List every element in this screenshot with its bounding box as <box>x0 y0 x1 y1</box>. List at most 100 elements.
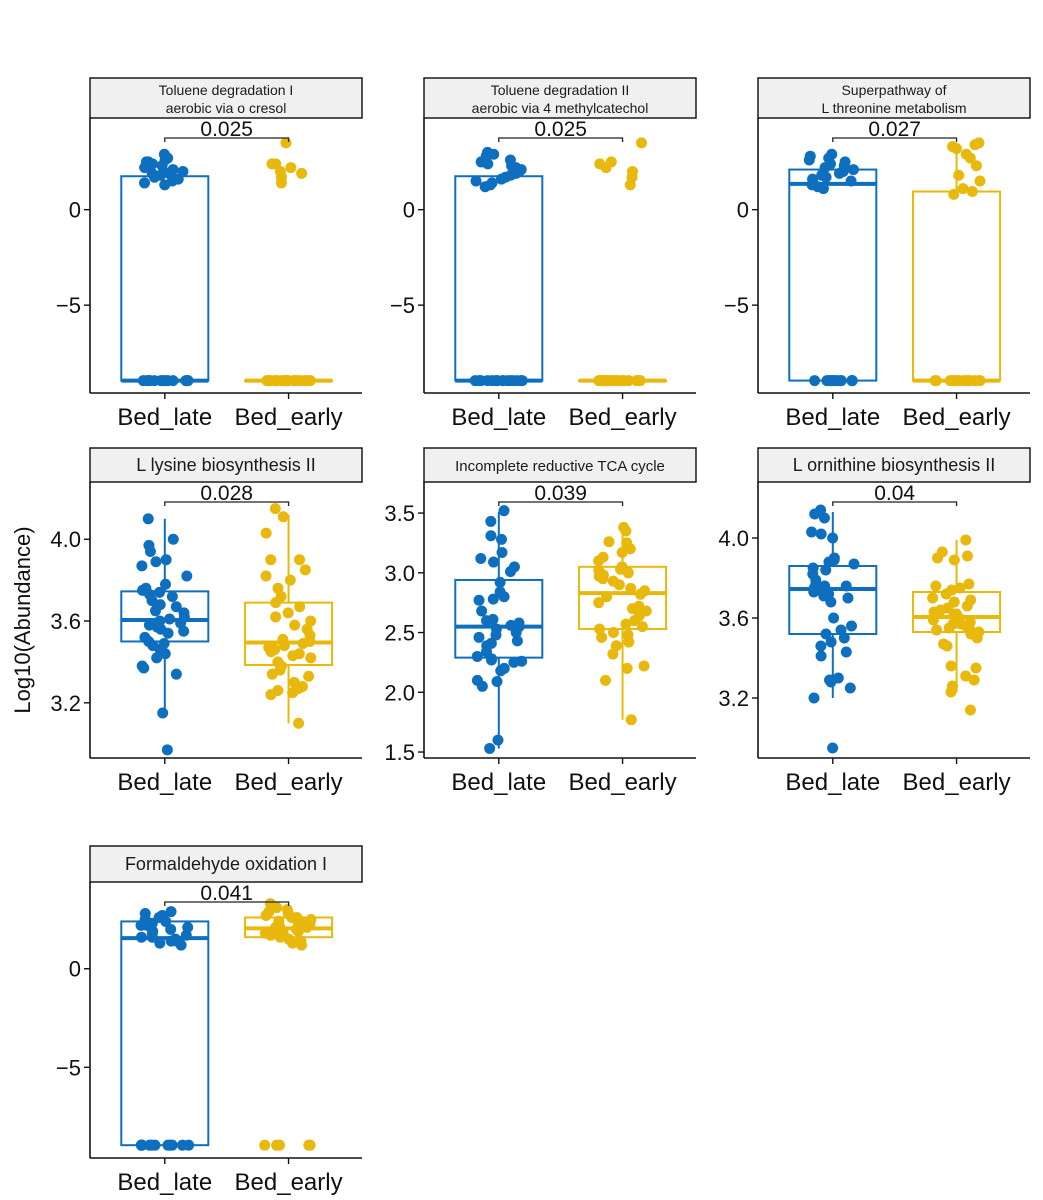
data-point <box>140 582 152 594</box>
data-point <box>842 592 854 604</box>
data-point <box>492 734 504 746</box>
data-point <box>287 937 299 949</box>
box-iqr <box>788 168 878 382</box>
data-point <box>299 564 311 576</box>
data-point <box>479 181 491 193</box>
significance-bracket <box>164 137 290 142</box>
y-tick-label: 0 <box>737 198 749 223</box>
data-point <box>593 555 605 567</box>
x-tick-label: Bed_early <box>903 769 1011 796</box>
significance-bracket <box>498 137 624 142</box>
data-point <box>287 687 299 699</box>
data-point <box>932 552 944 564</box>
data-point <box>167 375 179 387</box>
facet-title: Incomplete reductive TCA cycle <box>455 458 665 475</box>
data-point <box>266 668 278 680</box>
data-point <box>622 375 634 387</box>
data-point <box>814 584 826 596</box>
box-iqr <box>578 565 668 630</box>
facet-title: aerobic via 4 methylcatechol <box>472 100 649 116</box>
data-point <box>971 632 983 644</box>
data-point <box>511 635 523 647</box>
x-tick-label: Bed_early <box>569 769 677 796</box>
data-point <box>154 599 166 611</box>
x-tick-label: Bed_late <box>117 1169 212 1196</box>
box-bed-late <box>788 148 878 387</box>
x-tick-label: Bed_late <box>117 404 212 431</box>
data-point <box>835 375 847 387</box>
data-point <box>475 375 487 387</box>
data-point <box>847 164 859 176</box>
data-point <box>260 570 272 582</box>
data-point <box>620 525 632 537</box>
y-tick-label: 4.0 <box>50 527 81 552</box>
x-tick-label: Bed_early <box>235 404 343 431</box>
y-tick-label: 0 <box>403 198 415 223</box>
data-point <box>490 629 502 641</box>
data-point <box>943 622 955 634</box>
x-tick-label: Bed_late <box>451 769 546 796</box>
data-point <box>476 680 488 692</box>
data-point <box>135 931 147 943</box>
data-point <box>160 554 172 566</box>
data-point <box>825 676 837 688</box>
data-point <box>270 597 282 609</box>
data-point <box>165 923 177 935</box>
facet-strip <box>89 77 363 119</box>
x-tick-label: Bed_early <box>569 404 677 431</box>
data-point <box>261 375 273 387</box>
x-tick-label: Bed_early <box>235 1169 343 1196</box>
data-point <box>305 652 317 664</box>
y-tick-label: −5 <box>56 293 81 318</box>
facet-title: Toluene degradation I <box>159 82 294 98</box>
facet-panel-1: Toluene degradation I aerobic via o creso… <box>56 77 363 431</box>
data-point <box>593 597 605 609</box>
significance-bracket <box>164 501 290 506</box>
data-point <box>282 607 294 619</box>
data-point <box>498 505 510 517</box>
data-point <box>612 375 624 387</box>
facet-title: L ornithine biosynthesis II <box>793 455 995 475</box>
data-point <box>620 618 632 630</box>
data-point <box>265 646 277 658</box>
data-point <box>157 707 169 719</box>
data-point <box>289 619 301 631</box>
data-point <box>159 648 171 660</box>
y-tick-label: 2.0 <box>384 680 415 705</box>
box-iqr <box>244 601 334 666</box>
data-point <box>480 615 492 627</box>
data-point <box>146 1139 158 1151</box>
data-point <box>181 570 193 582</box>
data-point <box>806 526 818 538</box>
y-tick-label: −5 <box>390 293 415 318</box>
data-point <box>625 714 637 726</box>
data-point <box>598 375 610 387</box>
p-value-label: 0.04 <box>874 482 915 505</box>
data-point <box>170 601 182 613</box>
data-point <box>624 179 636 191</box>
data-point <box>960 670 972 682</box>
facet-title: aerobic via o cresol <box>166 100 287 116</box>
data-point <box>166 590 178 602</box>
data-point <box>817 183 829 195</box>
box-bed-early <box>244 137 334 387</box>
facet-strip <box>423 447 697 483</box>
data-point <box>634 588 646 600</box>
data-point <box>815 528 827 540</box>
p-value-label: 0.041 <box>200 882 253 905</box>
data-point <box>154 937 166 949</box>
data-point <box>260 910 272 922</box>
data-point <box>178 607 190 619</box>
facet-title: L threonine metabolism <box>821 100 966 116</box>
data-point <box>146 167 158 179</box>
box-bed-late <box>454 146 544 387</box>
data-point <box>136 560 148 572</box>
data-point <box>183 1139 195 1151</box>
data-point <box>296 939 308 951</box>
y-tick-label: 3.5 <box>384 501 415 526</box>
data-point <box>162 627 174 639</box>
data-point <box>182 375 194 387</box>
data-point <box>935 604 947 616</box>
y-tick-label: 3.6 <box>50 609 81 634</box>
